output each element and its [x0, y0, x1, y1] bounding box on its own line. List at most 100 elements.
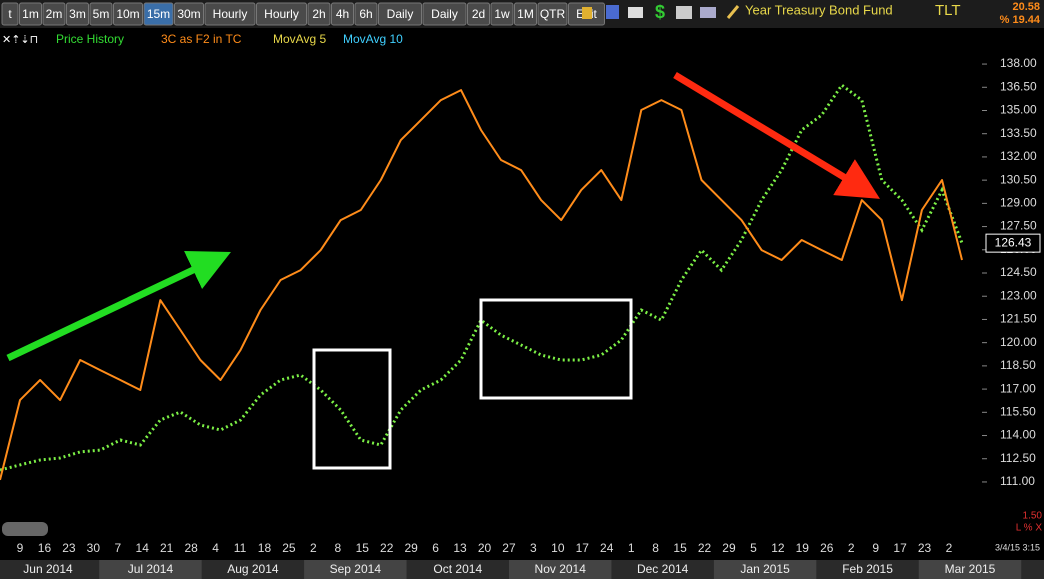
lower-value: 1.50 [1023, 511, 1043, 522]
save-icon[interactable] [606, 5, 619, 19]
toolbar-button[interactable] [204, 2, 256, 26]
toolbar-button[interactable] [42, 2, 66, 26]
toolbar-button[interactable] [514, 2, 537, 26]
toolbar-button-label[interactable]: 1M [517, 7, 534, 21]
mail-icon[interactable] [628, 7, 643, 18]
toolbar-button[interactable] [422, 2, 467, 26]
timestamp: 3/4/15 3:15 [995, 542, 1040, 552]
x-tick-label: 22 [698, 541, 712, 555]
y-tick-label: 115.50 [1000, 404, 1036, 418]
legend-icons: ✕⇡⇣⊓ [2, 34, 38, 46]
x-tick-label: 9 [872, 541, 879, 555]
toolbar-button-label[interactable]: QTR [540, 7, 566, 21]
x-tick-label: 23 [918, 541, 932, 555]
toolbar-button[interactable] [143, 2, 174, 26]
y-tick-label: 120.00 [1000, 335, 1037, 349]
toolbar-button[interactable] [331, 2, 354, 26]
last-price-box [985, 233, 1041, 253]
lock-icon[interactable] [582, 7, 592, 19]
toolbar-button[interactable] [174, 2, 204, 26]
month-band [713, 560, 817, 579]
toolbar-button-label[interactable]: Daily [431, 7, 458, 21]
month-label: Mar 2015 [945, 562, 996, 576]
x-tick-label: 17 [576, 541, 590, 555]
x-tick-label: 29 [722, 541, 736, 555]
y-tick-label: 132.00 [1000, 149, 1037, 163]
month-label: Dec 2014 [637, 562, 689, 576]
y-tick-label: 112.50 [1000, 451, 1036, 465]
x-tick-label: 14 [136, 541, 150, 555]
x-tick-label: 4 [212, 541, 219, 555]
toolbar-button-label[interactable]: Daily [387, 7, 414, 21]
toolbar-button-label[interactable]: 3m [69, 7, 86, 21]
highlight-box [312, 348, 392, 470]
x-tick-label: 20 [478, 541, 492, 555]
x-tick-label: 1 [628, 541, 635, 555]
month-label: Jun 2014 [23, 562, 73, 576]
print-icon[interactable] [676, 6, 692, 19]
toolbar-button[interactable] [467, 2, 490, 26]
y-tick-label: 135.00 [1000, 103, 1037, 117]
toolbar-icons: $ [582, 2, 740, 22]
toolbar-button[interactable] [354, 2, 378, 26]
toolbar-button[interactable] [113, 2, 143, 26]
month-band [99, 560, 202, 579]
month-label: Oct 2014 [433, 562, 482, 576]
toolbar-button[interactable] [1, 2, 19, 26]
y-tick-label: 124.50 [1000, 265, 1037, 279]
y-tick-label: 133.50 [1000, 126, 1037, 140]
symbol: TLT [935, 2, 961, 19]
x-tick-label: 26 [820, 541, 834, 555]
toolbar-button[interactable] [19, 2, 42, 26]
month-band [304, 560, 407, 579]
toolbar-button-label[interactable]: 6h [359, 7, 372, 21]
scrollbar[interactable] [2, 522, 48, 536]
x-axis: 9 16 23 30 7 14 21 28 4 11 18 25 2 8 15 22 29 6 13 20 27 3 10 1… [17, 541, 1022, 579]
stat-top: 20.58 [1012, 1, 1040, 13]
toolbar-button-label[interactable]: 1m [22, 7, 39, 21]
x-tick-label: 12 [771, 541, 785, 555]
pen-icon[interactable] [726, 5, 740, 19]
x-tick-label: 13 [453, 541, 467, 555]
toolbar-button-label[interactable]: Hourly [264, 7, 299, 21]
toolbar-button-label[interactable]: 1w [494, 7, 510, 21]
month-label: Jan 2015 [740, 562, 790, 576]
x-tick-label: 9 [17, 541, 24, 555]
y-tick-label: 130.50 [1000, 172, 1037, 186]
toolbar-button-label[interactable]: 10m [116, 7, 139, 21]
toolbar-button-label[interactable]: Hourly [213, 7, 248, 21]
toolbar-button-label[interactable]: 2h [312, 7, 325, 21]
legend: Price History 3C as F2 in TC MovAvg 5 MovAv… [56, 32, 403, 46]
dollar-icon[interactable]: $ [655, 2, 665, 22]
highlight-box [479, 298, 633, 400]
toolbar-button-label[interactable]: t [8, 7, 12, 21]
legend-entry: 3C as F2 in TC [161, 32, 242, 46]
toolbar-button-label[interactable]: 5m [93, 7, 110, 21]
toolbar-button-label[interactable]: 15m [147, 7, 170, 21]
toolbar-button-label[interactable]: 2m [46, 7, 63, 21]
legend-entry: MovAvg 5 [273, 32, 326, 46]
toolbar-button[interactable] [66, 2, 89, 26]
red-arrow [673, 72, 880, 199]
toolbar-button[interactable] [307, 2, 331, 26]
y-tick-label: 136.50 [1000, 79, 1037, 93]
x-tick-label: 3 [530, 541, 537, 555]
y-tick-label: 117.00 [1000, 381, 1036, 395]
x-tick-label: 2 [310, 541, 317, 555]
toolbar-button-label[interactable]: 2d [472, 7, 485, 21]
x-tick-label: 15 [356, 541, 370, 555]
toolbar-button[interactable] [378, 2, 422, 26]
toolbar-button[interactable] [490, 2, 514, 26]
toolbar-button[interactable] [537, 2, 568, 26]
x-tick-label: 25 [282, 541, 296, 555]
x-tick-label: 22 [380, 541, 394, 555]
toolbar-button[interactable] [89, 2, 113, 26]
toolbar-button-label[interactable]: 4h [336, 7, 349, 21]
x-tick-label: 30 [87, 541, 101, 555]
plot: 111.00 112.50 114.00 115.50 117.00 118.50 120.… [0, 56, 1041, 488]
table-icon[interactable] [700, 7, 716, 18]
toolbar-button[interactable] [256, 2, 307, 26]
toolbar-button-label[interactable]: 30m [177, 7, 200, 21]
